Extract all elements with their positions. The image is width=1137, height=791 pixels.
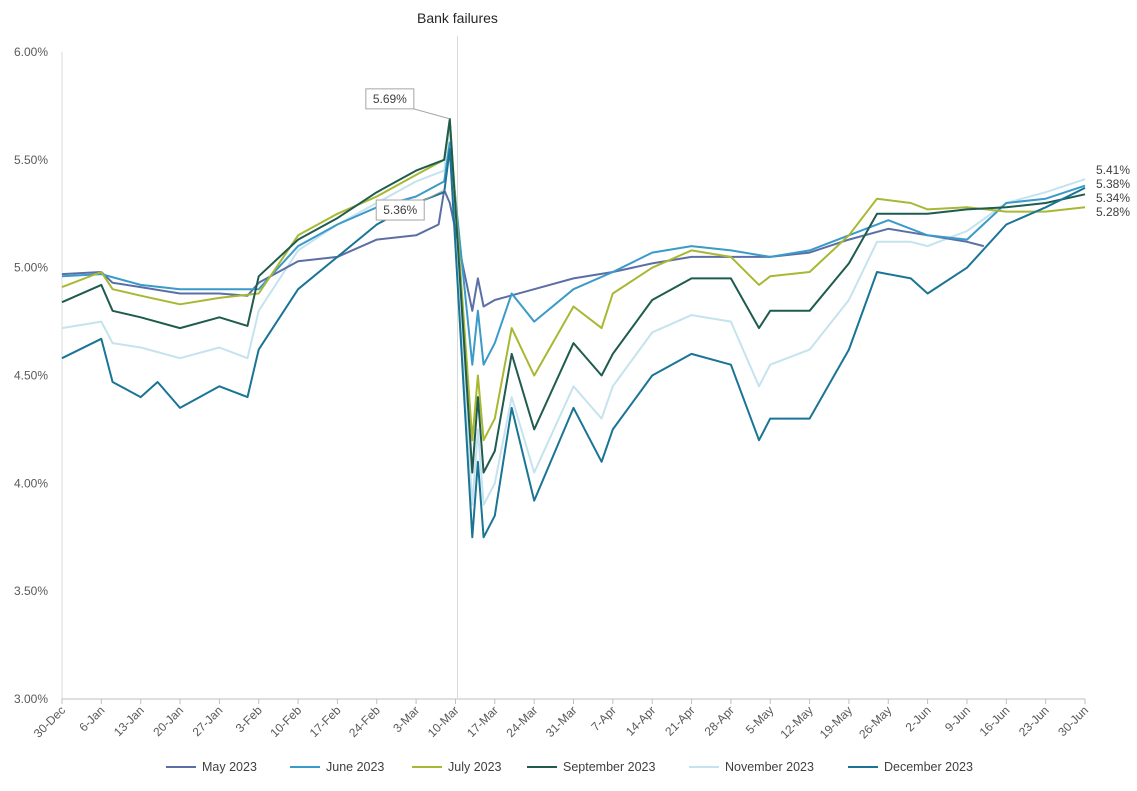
end-value-label: 5.38%	[1096, 177, 1130, 191]
x-tick-label: 3-Feb	[233, 703, 265, 735]
annotation-box	[375, 199, 425, 221]
legend-label: December 2023	[884, 760, 973, 774]
x-tick-label: 19-May	[817, 703, 855, 741]
legend-item: September 2023	[527, 757, 655, 777]
legend-swatch	[290, 766, 320, 768]
legend-item: May 2023	[166, 757, 257, 777]
legend-item: June 2023	[290, 757, 384, 777]
legend-swatch	[848, 766, 878, 768]
x-tick-label: 30-Jun	[1055, 703, 1091, 739]
x-tick-label: 7-Apr	[588, 703, 619, 734]
end-labels: 5.41%5.38%5.34%5.28%	[1096, 163, 1130, 219]
axes: 3.00% 3.50% 4.00% 4.50% 5.00% 5.50% 6.00% 30-De…	[14, 45, 1091, 741]
x-tick-label: 10-Mar	[425, 703, 462, 740]
end-value-label: 5.34%	[1096, 191, 1130, 205]
annotation-label: 5.69%	[373, 92, 407, 106]
series-line-september-2023	[61, 117, 1086, 474]
legend-swatch	[412, 766, 442, 768]
annotation-box	[365, 88, 415, 110]
x-tick-label: 9-Jun	[942, 703, 973, 734]
annotation-label: 5.36%	[383, 203, 417, 217]
x-tick-label: 3-Mar	[390, 703, 422, 735]
x-tick-label: 17-Mar	[464, 703, 501, 740]
annotation-leader	[413, 108, 450, 120]
x-tick-label: 6-Jan	[76, 703, 107, 734]
series-line-may-2023	[61, 189, 985, 312]
series-line-november-2023	[61, 126, 1086, 506]
x-tick-label: 20-Jan	[150, 703, 186, 739]
x-tick-label: 10-Feb	[267, 703, 304, 740]
legend: May 2023 June 2023 July 2023 September 2023…	[0, 757, 1137, 777]
x-tick-label: 27-Jan	[190, 703, 226, 739]
y-tick-label: 3.50%	[14, 584, 48, 598]
x-tick-label: 17-Feb	[307, 703, 344, 740]
x-tick-label: 5-May	[743, 703, 776, 736]
x-tick-label: 2-Jun	[903, 703, 934, 734]
x-tick-label: 16-Jun	[977, 703, 1013, 739]
x-tick-label: 28-Apr	[702, 703, 737, 738]
y-tick-label: 3.00%	[14, 692, 48, 706]
x-tick-label: 30-Dec	[31, 703, 68, 740]
legend-item: July 2023	[412, 757, 502, 777]
legend-label: September 2023	[563, 760, 656, 774]
legend-swatch	[166, 766, 196, 768]
series-line-july-2023	[61, 120, 1086, 442]
event-marker: Bank failures	[417, 10, 498, 699]
y-tick-label: 6.00%	[14, 45, 48, 59]
x-tick-label: 26-May	[856, 703, 894, 741]
legend-item: December 2023	[848, 757, 973, 777]
x-tick-label: 21-Apr	[662, 703, 697, 738]
y-tick-label: 5.50%	[14, 153, 48, 167]
x-tick-label: 24-Feb	[346, 703, 383, 740]
series-line-december-2023	[61, 148, 1086, 539]
legend-label: July 2023	[448, 760, 502, 774]
x-tick-label: 24-Mar	[503, 703, 540, 740]
series-line-june-2023	[61, 141, 1086, 366]
x-tick-label: 13-Jan	[111, 703, 147, 739]
end-value-label: 5.28%	[1096, 205, 1130, 219]
event-marker-label: Bank failures	[417, 10, 498, 26]
y-tick-label: 4.00%	[14, 476, 48, 490]
legend-label: May 2023	[202, 760, 257, 774]
series-lines	[61, 117, 1086, 539]
x-tick-label: 31-Mar	[543, 703, 580, 740]
legend-swatch	[689, 766, 719, 768]
x-tick-label: 23-Jun	[1016, 703, 1052, 739]
y-tick-label: 5.00%	[14, 261, 48, 275]
legend-label: November 2023	[725, 760, 814, 774]
y-tick-label: 4.50%	[14, 369, 48, 383]
annotation-leader	[423, 189, 445, 201]
legend-item: November 2023	[689, 757, 814, 777]
x-tick-label: 14-Apr	[623, 703, 658, 738]
annotations: 5.69% 5.36%	[365, 88, 450, 221]
x-tick-label: 12-May	[778, 703, 816, 741]
legend-label: June 2023	[326, 760, 385, 774]
end-value-label: 5.41%	[1096, 163, 1130, 177]
legend-swatch	[527, 766, 557, 768]
